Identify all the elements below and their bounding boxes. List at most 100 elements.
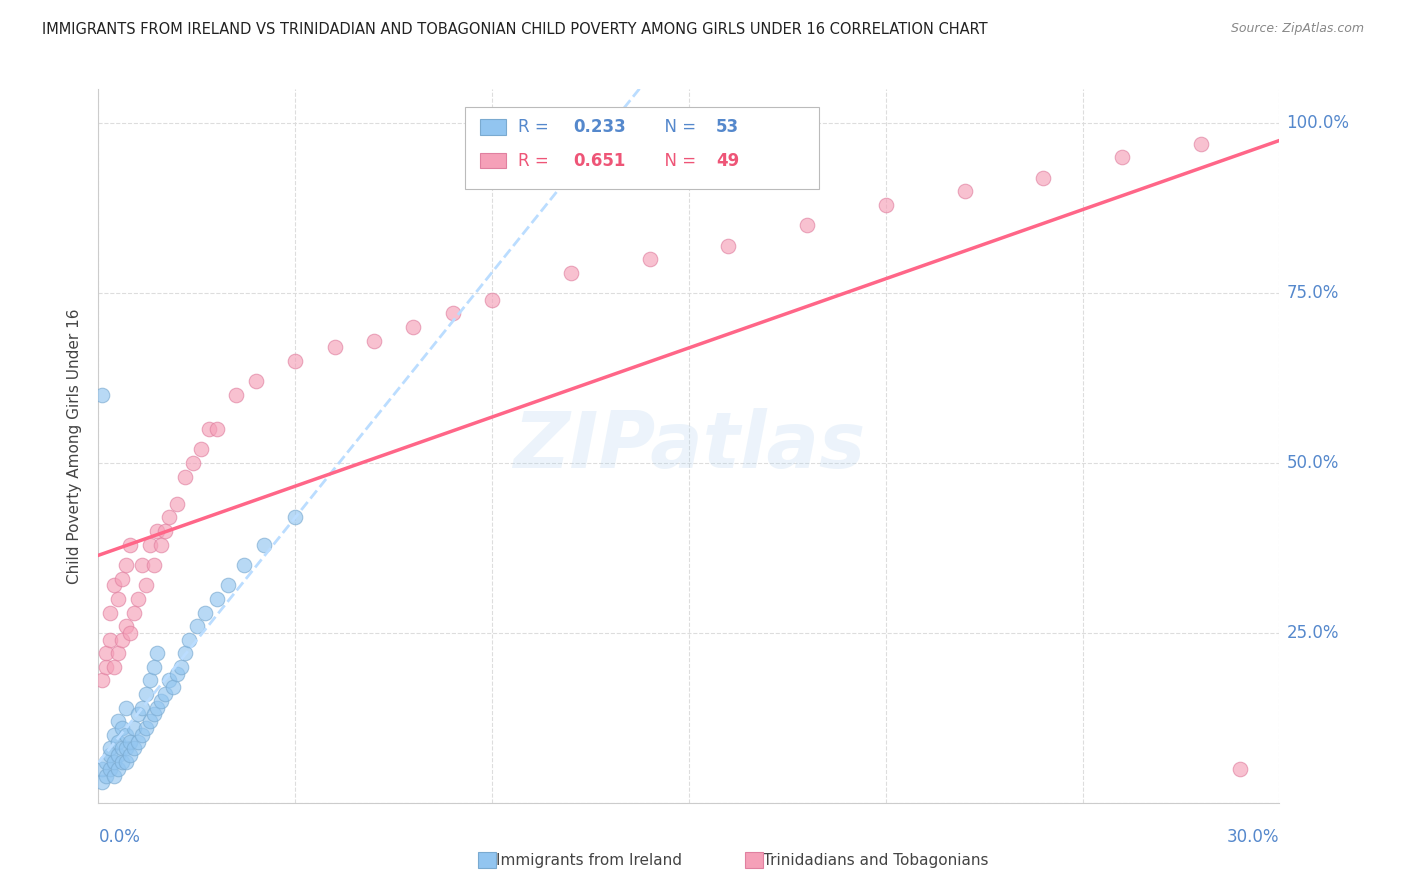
Point [138,714,160,729]
Text: 53: 53 [716,118,740,136]
Point [166,666,188,681]
Text: 100.0%: 100.0% [1286,114,1350,132]
Point [96,769,118,783]
Point [98,632,121,647]
Point [177,632,200,647]
Point [98,762,121,776]
Point [796,218,818,232]
Point [146,646,169,660]
Point [135,578,157,592]
Point [107,591,129,606]
Point [103,660,125,674]
Point [245,375,267,389]
Text: Trinidadians and Tobagonians: Trinidadians and Tobagonians [763,854,988,868]
Text: 49: 49 [716,152,740,169]
Point [284,510,307,524]
Point [103,578,125,592]
Point [402,320,425,334]
Point [233,558,256,572]
Point [225,388,247,402]
Point [118,734,141,748]
Text: N =: N = [654,118,700,136]
Point [142,660,165,674]
Point [107,714,129,729]
Point [107,646,129,660]
Point [142,707,165,722]
Point [190,442,212,457]
Point [127,591,149,606]
Point [166,497,188,511]
Point [253,537,276,551]
Point [157,510,180,524]
Point [98,741,121,756]
Text: Immigrants from Ireland: Immigrants from Ireland [496,854,682,868]
Point [111,572,134,586]
Point [115,619,138,633]
Point [174,469,197,483]
Point [122,741,145,756]
Point [111,721,134,735]
Point [875,198,897,212]
Point [638,252,661,266]
Text: R =: R = [517,152,554,169]
Point [1111,150,1133,164]
Text: IMMIGRANTS FROM IRELAND VS TRINIDADIAN AND TOBAGONIAN CHILD POVERTY AMONG GIRLS : IMMIGRANTS FROM IRELAND VS TRINIDADIAN A… [42,22,988,37]
Point [118,626,141,640]
Point [560,266,582,280]
Point [181,456,204,470]
Point [96,660,118,674]
Point [103,728,125,742]
Point [197,422,219,436]
Point [107,762,129,776]
Point [103,769,125,783]
Point [98,606,121,620]
Y-axis label: Child Poverty Among Girls Under 16: Child Poverty Among Girls Under 16 [67,309,83,583]
Text: 25.0%: 25.0% [1286,624,1339,642]
Point [186,619,208,633]
Point [107,734,129,748]
Text: 75.0%: 75.0% [1286,284,1339,302]
Point [174,646,197,660]
Point [146,700,169,714]
Point [91,762,114,776]
Point [131,728,153,742]
Point [111,741,134,756]
Point [155,524,177,538]
Point [217,578,239,592]
Point [363,334,385,348]
Point [127,734,149,748]
Point [96,755,118,769]
Point [142,558,165,572]
Point [135,687,157,701]
Text: N =: N = [654,152,700,169]
Point [96,646,118,660]
Text: 0.651: 0.651 [574,152,626,169]
Point [150,537,173,551]
Point [146,524,169,538]
Point [1032,170,1054,185]
Text: 30.0%: 30.0% [1227,828,1279,846]
Point [155,687,177,701]
Point [138,537,160,551]
Point [717,238,740,252]
Point [1189,136,1212,151]
Point [122,721,145,735]
Point [118,748,141,763]
Point [162,680,184,694]
Point [115,558,138,572]
Point [323,341,346,355]
Text: 0.233: 0.233 [574,118,626,136]
Point [118,537,141,551]
Point [1229,762,1251,776]
Point [98,748,121,763]
Point [127,707,149,722]
Text: 50.0%: 50.0% [1286,454,1339,472]
Point [953,184,976,198]
Point [205,591,228,606]
FancyBboxPatch shape [479,120,506,135]
Point [284,354,307,368]
Point [157,673,180,688]
Point [194,606,217,620]
Text: R =: R = [517,118,554,136]
Point [170,660,193,674]
